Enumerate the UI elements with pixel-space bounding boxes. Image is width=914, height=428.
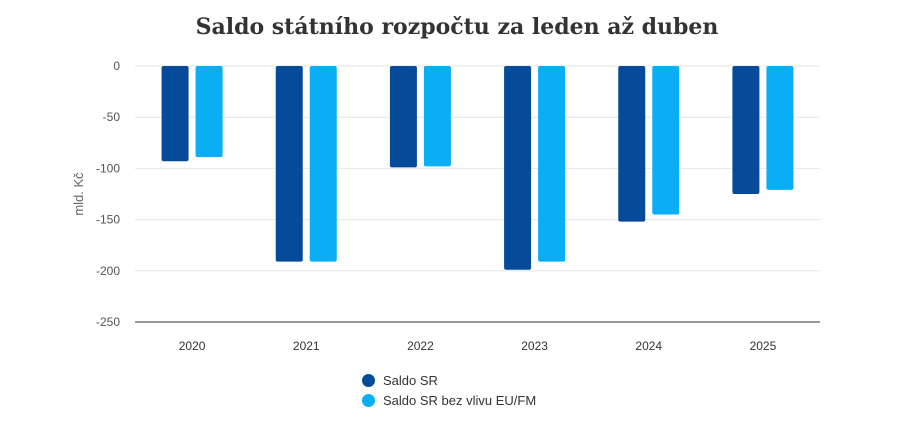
bar-saldo-sr-2022 — [389, 66, 417, 168]
y-tick-label: -250 — [96, 315, 120, 329]
bar-saldo-sr-bez-eu-2022 — [423, 66, 451, 167]
bar-saldo-sr-bez-eu-2020 — [195, 66, 223, 158]
x-tick-label: 2024 — [635, 339, 662, 353]
y-tick-label: 0 — [113, 59, 120, 73]
x-tick-label: 2023 — [521, 339, 548, 353]
legend-item-saldo-sr-bez-eu[interactable]: Saldo SR bez vlivu EU/FM — [362, 390, 536, 410]
legend-label-saldo-sr-bez-eu: Saldo SR bez vlivu EU/FM — [383, 392, 537, 408]
bar-saldo-sr-2021 — [275, 66, 303, 262]
legend: Saldo SR Saldo SR bez vlivu EU/FM — [362, 370, 536, 410]
bar-saldo-sr-bez-eu-2024 — [652, 66, 680, 215]
x-tick-label: 2025 — [750, 339, 777, 353]
bar-saldo-sr-bez-eu-2025 — [766, 66, 794, 190]
y-tick-label: -200 — [96, 264, 120, 278]
x-tick-label: 2020 — [179, 339, 206, 353]
legend-swatch-saldo-sr-bez-eu — [362, 393, 375, 407]
y-tick-label: -100 — [96, 161, 120, 175]
chart-title: Saldo státního rozpočtu za leden až dube… — [195, 14, 719, 40]
y-tick-label: -150 — [96, 213, 120, 227]
y-tick-label: -50 — [103, 110, 121, 124]
bar-saldo-sr-2023 — [504, 66, 532, 270]
bar-saldo-sr-bez-eu-2021 — [309, 66, 337, 262]
x-tick-label: 2021 — [293, 339, 320, 353]
bar-saldo-sr-2024 — [618, 66, 646, 222]
x-tick-label: 2022 — [407, 339, 434, 353]
legend-label-saldo-sr: Saldo SR — [383, 372, 438, 388]
y-axis-title: mld. Kč — [71, 172, 86, 216]
legend-item-saldo-sr[interactable]: Saldo SR — [362, 370, 536, 390]
bar-saldo-sr-2020 — [161, 66, 189, 162]
legend-swatch-saldo-sr — [362, 373, 375, 387]
bar-saldo-sr-2025 — [732, 66, 760, 194]
bar-saldo-sr-bez-eu-2023 — [538, 66, 566, 262]
